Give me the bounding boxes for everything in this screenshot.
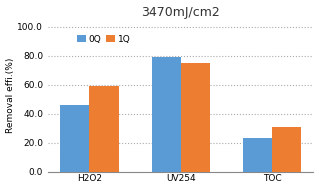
Bar — [181, 63, 210, 172]
Bar — [89, 86, 119, 172]
Bar — [60, 105, 89, 172]
Y-axis label: Removal effi.(%): Removal effi.(%) — [5, 58, 15, 133]
Bar — [272, 127, 301, 172]
Bar — [152, 57, 181, 172]
Legend: 0Q, 1Q: 0Q, 1Q — [74, 32, 134, 46]
Bar — [243, 138, 272, 172]
Title: 3470mJ/cm2: 3470mJ/cm2 — [141, 5, 220, 19]
